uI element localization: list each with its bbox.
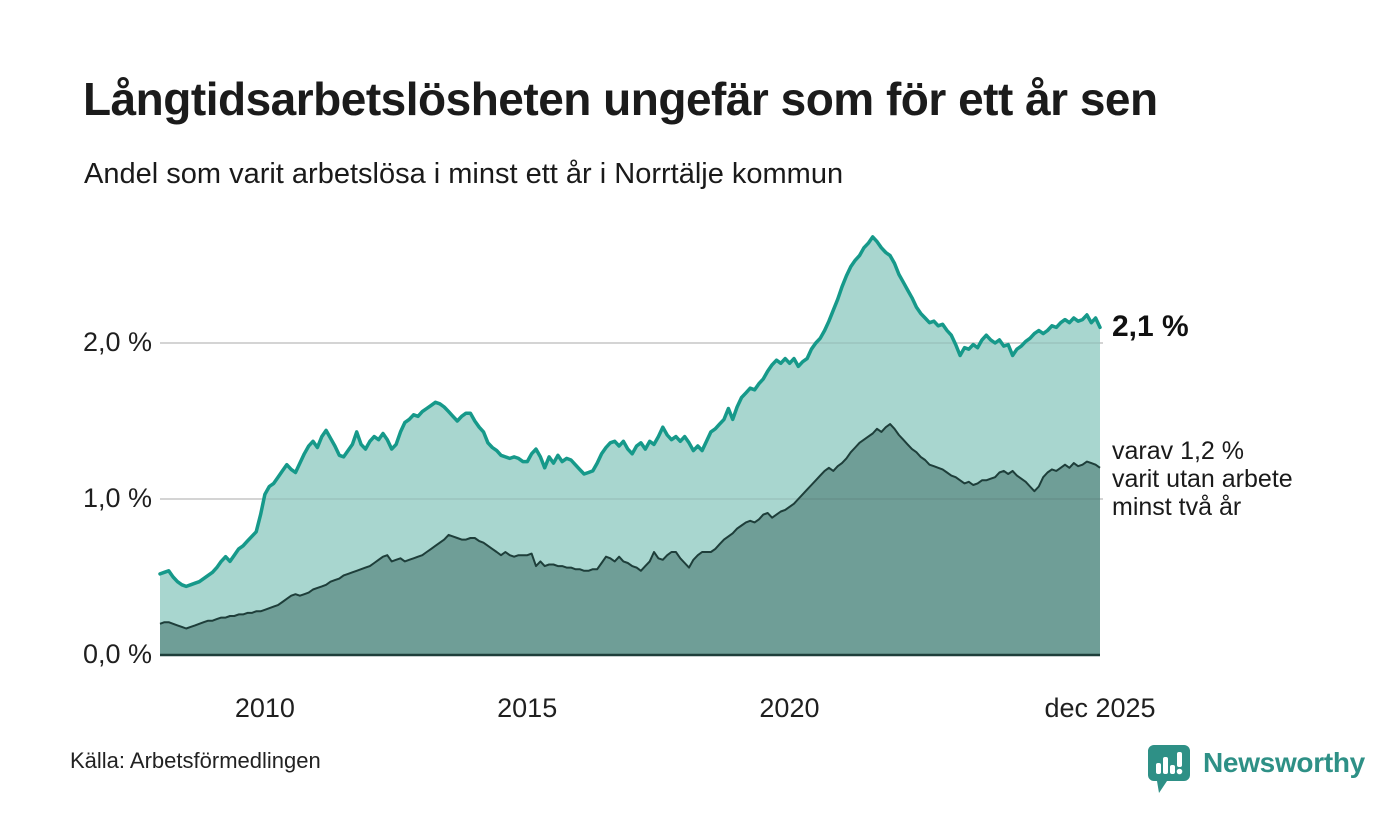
two-years-annotation-line2: varit utan arbete [1112, 465, 1293, 493]
y-axis-label: 2,0 % [82, 326, 152, 357]
gridlines-overlay [160, 342, 1103, 500]
area-unemployed-two-years [160, 424, 1100, 655]
line-unemployed-two-years [159, 423, 1101, 630]
two-years-annotation-line1: varav 1,2 % [1112, 437, 1245, 465]
x-axis-label: 2010 [234, 693, 295, 723]
x-axis-label: 2020 [759, 693, 820, 723]
x-axis-label: 2015 [497, 693, 558, 723]
two-years-annotation-line3: minst två år [1112, 493, 1242, 521]
page-title: Långtidsarbetslösheten ungefär som för e… [83, 73, 1158, 125]
newsworthy-brand: Newsworthy [1147, 744, 1365, 796]
two-years-annotation: varav 1,2 % varit utan arbete minst två … [1112, 437, 1293, 521]
newsworthy-logo-icon [1148, 745, 1190, 793]
y-axis-label: 0,0 % [82, 638, 152, 669]
page-subtitle: Andel som varit arbetslösa i minst ett å… [84, 158, 844, 190]
line-unemployed-one-year [158, 235, 1102, 589]
y-axis-label: 1,0 % [82, 482, 152, 513]
source-text: Källa: Arbetsförmedlingen [70, 748, 321, 773]
x-axis-label: dec 2025 [1044, 693, 1156, 723]
latest-value-label: 2,1 % [1112, 310, 1189, 344]
brand-name: Newsworthy [1203, 747, 1365, 778]
